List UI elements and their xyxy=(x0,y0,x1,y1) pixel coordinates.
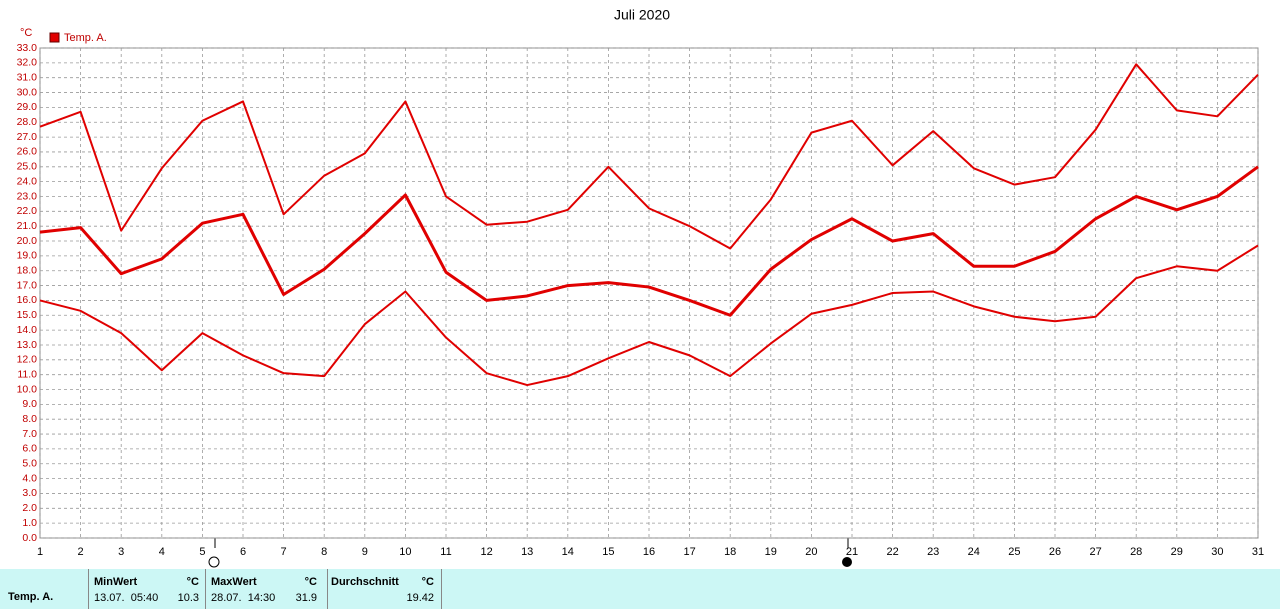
y-tick-label: 4.0 xyxy=(22,472,37,484)
col-title: MaxWert xyxy=(211,576,257,588)
y-unit: °C xyxy=(20,27,32,39)
y-tick-label: 0.0 xyxy=(22,532,37,544)
x-tick-label: 25 xyxy=(1008,546,1020,558)
x-tick-label: 1 xyxy=(37,546,43,558)
y-tick-label: 30.0 xyxy=(17,86,38,98)
chart-title: Juli 2020 xyxy=(614,7,670,23)
col-unit: °C xyxy=(186,576,199,588)
col-unit: °C xyxy=(421,576,434,588)
x-tick-label: 27 xyxy=(1089,546,1101,558)
col-time: 13.07. 05:40 xyxy=(94,592,159,604)
x-tick-label: 31 xyxy=(1252,546,1264,558)
x-tick-label: 22 xyxy=(886,546,898,558)
col-time: 28.07. 14:30 xyxy=(211,592,276,604)
y-tick-label: 17.0 xyxy=(17,279,38,291)
summary-table: Temp. A. MinWert °C 13.07. 05:40 10.3 Ma… xyxy=(0,569,1280,609)
col-title: MinWert xyxy=(94,576,138,588)
y-tick-label: 27.0 xyxy=(17,131,38,143)
x-tick-label: 3 xyxy=(118,546,124,558)
y-tick-label: 8.0 xyxy=(22,413,37,425)
col-value: 19.42 xyxy=(406,592,434,604)
y-tick-label: 12.0 xyxy=(17,354,38,366)
x-tick-label: 28 xyxy=(1130,546,1142,558)
line xyxy=(39,63,1259,250)
y-tick-label: 29.0 xyxy=(17,101,38,113)
y-tick-label: 2.0 xyxy=(22,502,37,514)
x-tick-label: 15 xyxy=(602,546,614,558)
y-tick-label: 24.0 xyxy=(17,175,38,187)
x-tick-label: 23 xyxy=(927,546,939,558)
x-tick-label: 12 xyxy=(480,546,492,558)
x-tick-label: 24 xyxy=(968,546,980,558)
row-label: Temp. A. xyxy=(8,591,54,603)
y-tick-label: 18.0 xyxy=(17,265,38,277)
x-tick-label: 29 xyxy=(1171,546,1183,558)
y-tick-label: 14.0 xyxy=(17,324,38,336)
y-tick-label: 9.0 xyxy=(22,398,37,410)
x-tick-label: 16 xyxy=(643,546,655,558)
col-value: 31.9 xyxy=(295,592,317,604)
y-tick-label: 10.0 xyxy=(17,383,38,395)
x-tick-label: 30 xyxy=(1211,546,1223,558)
x-tick-label: 20 xyxy=(805,546,817,558)
legend-swatch xyxy=(49,32,60,43)
x-tick-label: 6 xyxy=(240,546,246,558)
y-tick-label: 11.0 xyxy=(17,368,37,380)
x-tick-label: 18 xyxy=(724,546,736,558)
col-value: 10.3 xyxy=(177,592,199,604)
x-tick-label: 19 xyxy=(765,546,777,558)
x-tick-label: 8 xyxy=(321,546,327,558)
x-tick-label: 4 xyxy=(159,546,165,558)
y-tick-label: 21.0 xyxy=(17,220,38,232)
x-tick-label: 10 xyxy=(399,546,411,558)
line xyxy=(39,165,1259,317)
y-tick-label: 1.0 xyxy=(22,517,37,529)
x-tick-label: 21 xyxy=(846,546,858,558)
y-tick-label: 6.0 xyxy=(22,443,37,455)
y-tick-label: 23.0 xyxy=(17,190,38,202)
col-title: Durchschnitt xyxy=(331,576,399,588)
chart: Juli 2020 °C Temp. A. 0.0 1.0 2.0 3.0 4.0 5.0… xyxy=(17,7,1264,568)
x-tick-label: 26 xyxy=(1049,546,1061,558)
y-tick-label: 16.0 xyxy=(17,294,38,306)
y-tick-label: 31.0 xyxy=(17,71,38,83)
moon-icon xyxy=(842,557,852,567)
y-tick-label: 32.0 xyxy=(17,57,38,69)
y-tick-label: 25.0 xyxy=(17,161,38,173)
y-tick-label: 5.0 xyxy=(22,458,37,470)
x-tick-label: 5 xyxy=(199,546,205,558)
y-tick-label: 20.0 xyxy=(17,235,38,247)
x-tick-label: 14 xyxy=(562,546,574,558)
line xyxy=(39,244,1259,387)
moon-icon xyxy=(208,556,220,568)
x-tick-label: 2 xyxy=(78,546,84,558)
x-tick-label: 13 xyxy=(521,546,533,558)
legend-label: Temp. A. xyxy=(64,32,107,44)
y-tick-label: 28.0 xyxy=(17,116,38,128)
x-tick-label: 9 xyxy=(362,546,368,558)
x-tick-label: 11 xyxy=(440,546,451,558)
x-tick-label: 7 xyxy=(281,546,287,558)
y-tick-label: 7.0 xyxy=(22,428,37,440)
y-tick-label: 26.0 xyxy=(17,146,38,158)
y-tick-label: 19.0 xyxy=(17,250,38,262)
y-tick-label: 13.0 xyxy=(17,339,38,351)
y-tick-label: 15.0 xyxy=(17,309,38,321)
x-tick-label: 17 xyxy=(683,546,695,558)
y-tick-label: 22.0 xyxy=(17,205,38,217)
y-tick-label: 33.0 xyxy=(17,42,38,54)
col-unit: °C xyxy=(304,576,317,588)
y-tick-label: 3.0 xyxy=(22,487,37,499)
